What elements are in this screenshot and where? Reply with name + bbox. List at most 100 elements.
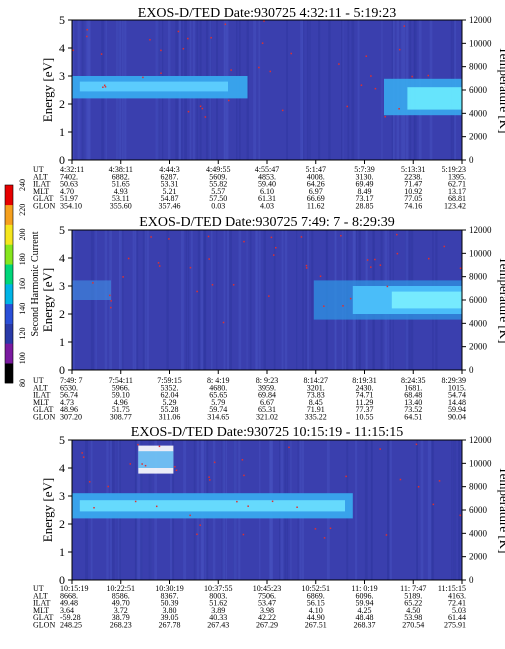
ephemeris-cell: 53.11 [112, 194, 130, 203]
ephemeris-cell: 4163. [448, 591, 466, 600]
ephemeris-cell: 248.25 [60, 621, 82, 630]
spectrogram-speck [93, 506, 95, 509]
ephemeris-cell: 14.48 [448, 398, 466, 407]
y-right-tick-label: 8000 [469, 272, 488, 282]
spectrogram-texture [431, 440, 433, 580]
y-tick-label: 4 [59, 461, 65, 475]
ephemeris-cell: 66.69 [307, 194, 325, 203]
ephemeris-cell: 6869. [307, 591, 325, 600]
ephemeris-cell: 267.43 [207, 621, 229, 630]
ephemeris-cell: 8:14:27 [304, 376, 328, 385]
spectrogram-texture [357, 20, 360, 160]
ephemeris-cell: 10:30:19 [155, 584, 183, 593]
spectrogram-speck [242, 533, 245, 536]
spectrogram-speck [269, 70, 272, 73]
ephemeris-cell: 68.81 [448, 194, 466, 203]
ephemeris-row-label: ILAT [33, 599, 50, 608]
ephemeris-cell: 53.47 [258, 599, 276, 608]
spectrogram-texture [371, 440, 373, 580]
ephemeris-cell: 53.98 [404, 613, 422, 622]
ephemeris-cell: 4:44:3 [159, 165, 179, 174]
y-right-tick-label: 0 [469, 575, 474, 585]
colorbar-tick-label: 240 [18, 179, 27, 191]
spectrogram-speck [411, 75, 413, 78]
ephemeris-cell: 61.44 [448, 613, 466, 622]
spectrogram-speck [438, 480, 441, 482]
ephemeris-cell: 8: 4:19 [207, 376, 229, 385]
ephemeris-row-label: ALT [33, 172, 48, 181]
spectrogram-speck [366, 259, 369, 261]
spectrogram-texture [166, 230, 169, 370]
spectrogram-speck [459, 267, 462, 270]
spectrogram-speck [270, 236, 273, 239]
y-right-tick-label: 4000 [469, 528, 488, 538]
spectrogram-texture [387, 440, 389, 580]
spectrogram-texture [119, 230, 123, 370]
ephemeris-cell: 64.51 [404, 413, 422, 422]
spectrogram-texture [389, 440, 392, 580]
ephemeris-cell: 56.74 [60, 391, 78, 400]
ephemeris-cell: 57.50 [209, 194, 227, 203]
spectrogram-speck [129, 463, 132, 465]
spectrogram-speck [459, 514, 462, 517]
spectrogram-texture [273, 230, 276, 370]
y-right-axis-label: Temperature [K] [497, 47, 505, 134]
colorbar-frame [4, 184, 14, 384]
spectrogram-speck [104, 86, 107, 88]
colorbar-tick-label: 100 [18, 352, 27, 364]
spectrogram-speck [122, 276, 124, 278]
spectrogram-texture [180, 230, 184, 370]
ephemeris-cell: 8:24:35 [401, 376, 425, 385]
spectrogram-texture [258, 230, 261, 370]
colorbar-tick-label: 140 [18, 303, 27, 315]
colorbar-tick-label: 80 [18, 379, 27, 387]
spectrogram-texture [307, 230, 310, 370]
spectrogram-speck [305, 267, 308, 269]
y-tick-label: 5 [59, 433, 65, 447]
ephemeris-cell: 10:52:51 [302, 584, 330, 593]
ephemeris-cell: 59.74 [209, 405, 227, 414]
ephemeris-row-label: MLT [33, 606, 49, 615]
ephemeris-cell: 13.40 [404, 398, 422, 407]
spectrogram-texture [190, 230, 193, 370]
ephemeris-cell: 2238. [404, 172, 422, 181]
colorbar-segment [5, 343, 13, 364]
ephemeris-cell: 5:13:31 [401, 165, 425, 174]
ephemeris-cell: 51.62 [209, 599, 227, 608]
y-right-axis-label: Temperature [K] [497, 257, 505, 344]
spectrogram-speck [110, 306, 112, 309]
ephemeris-cell: 268.23 [110, 621, 132, 630]
y-right-tick-label: 6000 [469, 85, 488, 95]
colorbar-segment [5, 303, 13, 324]
ephemeris-cell: 11:15:15 [438, 584, 466, 593]
spectrogram-texture [341, 20, 343, 160]
spectrogram-band [79, 81, 228, 92]
y-right-tick-label: 4000 [469, 108, 488, 118]
ephemeris-cell: 73.52 [404, 405, 422, 414]
spectrogram-speck [349, 297, 352, 300]
y-axis-label: Energy [eV] [40, 58, 55, 122]
ephemeris-cell: 49.48 [60, 599, 78, 608]
y-right-tick-label: 4000 [469, 318, 488, 328]
ephemeris-cell: 10:45:23 [253, 584, 281, 593]
ephemeris-cell: 6.67 [260, 398, 274, 407]
spectrogram-speck [427, 74, 430, 77]
ephemeris-cell: 5:1:47 [306, 165, 326, 174]
spectrogram-speck [208, 258, 210, 260]
ephemeris-cell: 8:19:31 [352, 376, 376, 385]
spectrogram-speck [443, 245, 446, 248]
colorbar-segment [5, 284, 13, 305]
spectrogram-speck [158, 265, 161, 267]
spectrogram-speck [261, 42, 264, 44]
spectrogram-texture [255, 230, 258, 370]
ephemeris-cell: 55.82 [209, 180, 227, 189]
spectrogram-speck [329, 527, 332, 530]
spectrogram-band [72, 280, 111, 300]
spectrogram-speck [247, 505, 249, 507]
ephemeris-cell: 73.17 [356, 194, 374, 203]
spectrogram-speck [288, 446, 290, 449]
y-tick-label: 2 [59, 517, 65, 531]
ephemeris-cell: 6530. [60, 383, 78, 392]
ephemeris-cell: -59.28 [60, 613, 81, 622]
